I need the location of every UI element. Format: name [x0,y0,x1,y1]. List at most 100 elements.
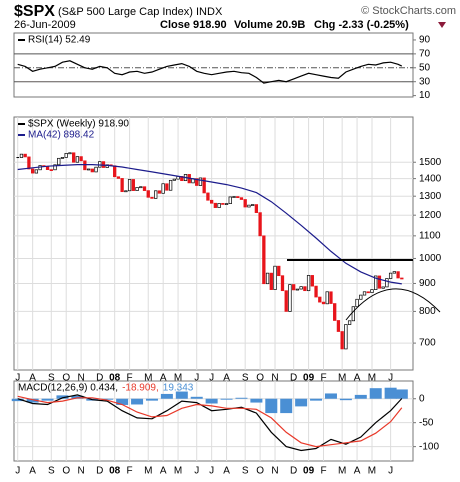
histogram-bar [116,398,129,405]
candle [374,275,378,290]
candle [314,285,318,298]
candle [213,202,218,208]
candle [381,286,385,289]
y-tick-label: 700 [419,338,436,349]
x-tick-label: O [62,466,70,477]
x-tick-label: O [256,466,264,477]
candle [53,164,57,171]
y-tick-label: 1100 [419,230,441,241]
histogram-bar [310,398,323,401]
candle [19,153,24,158]
candle [400,277,404,280]
candle [27,156,31,170]
candle [239,197,244,200]
x-tick-label: M [338,373,346,384]
histogram-bar [280,398,293,414]
candle [236,196,240,199]
x-tick-label: 08 [109,466,121,477]
candle [124,190,128,193]
x-tick-label: A [160,466,167,477]
legend-label: 19.343 [163,383,194,394]
candle [344,324,348,350]
candle [228,196,232,204]
candle [258,212,262,237]
x-tick-label: M [338,466,346,477]
histogram-bar [339,398,352,401]
candle [288,284,292,312]
y-tick-label: 90 [419,35,431,46]
candle [370,289,374,293]
candle [273,265,277,290]
candle [113,165,117,178]
candle [336,320,341,332]
candle [277,265,281,277]
panel-frame [13,380,414,462]
source: © StockCharts.com [361,5,456,17]
candle [60,157,65,159]
candle [262,235,266,285]
x-tick-label: F [320,373,326,384]
candle [329,291,333,304]
x-tick-label: N [271,373,278,384]
arc-drawing [345,288,441,321]
histogram-bar [265,398,278,414]
x-tick-label: M [368,373,376,384]
y-tick-label: 800 [419,306,436,317]
x-tick-label: S [242,373,249,384]
candle [168,179,173,191]
legend-label: MACD(12,26,9) 0.434, [18,383,118,394]
candle [321,301,326,305]
candle [377,275,382,289]
histogram-bar [160,393,173,399]
x-tick-label: F [127,466,133,477]
candle [243,199,247,208]
histogram-bar [26,398,39,403]
y-tick-label: -50 [419,417,434,428]
candle [75,156,80,163]
x-tick-label: S [48,466,55,477]
x-tick-label: 09 [303,466,315,477]
y-tick-label: 1000 [419,253,442,264]
candle [202,177,206,194]
candle [265,272,270,285]
panel-frame [13,32,414,98]
candle [217,203,221,208]
x-tick-label: A [223,466,230,477]
candle [49,169,53,171]
candle [280,275,285,292]
histogram-bar [369,388,382,399]
x-tick-label: J [388,466,393,477]
x-tick-label: D [290,466,297,477]
candle [64,153,68,158]
x-tick-label: M [174,466,182,477]
candle [127,179,132,192]
candle [206,192,210,201]
histogram-bar [205,398,218,404]
candle [385,278,389,288]
x-tick-label: A [354,466,361,477]
candle [247,204,251,208]
x-tick-label: N [271,466,278,477]
candle [68,152,72,155]
candle [154,190,158,199]
candle [284,290,288,312]
x-tick-label: D [96,373,103,384]
histogram-bar [395,389,408,399]
histogram-bar [295,398,308,407]
y-tick-label: 1300 [419,191,442,202]
histogram-bar [175,391,188,399]
candle [221,203,225,205]
histogram-bar [101,398,114,400]
candle [116,176,121,179]
x-tick-label: A [354,373,361,384]
candle [295,288,300,291]
candle [150,196,154,199]
candle [351,306,355,322]
y-tick-label: 900 [419,278,436,289]
x-tick-label: 09 [303,373,315,384]
y-tick-label: 10 [419,90,431,101]
x-tick-label: A [29,373,36,384]
x-tick-label: N [78,466,85,477]
histogram-bar [250,398,263,403]
